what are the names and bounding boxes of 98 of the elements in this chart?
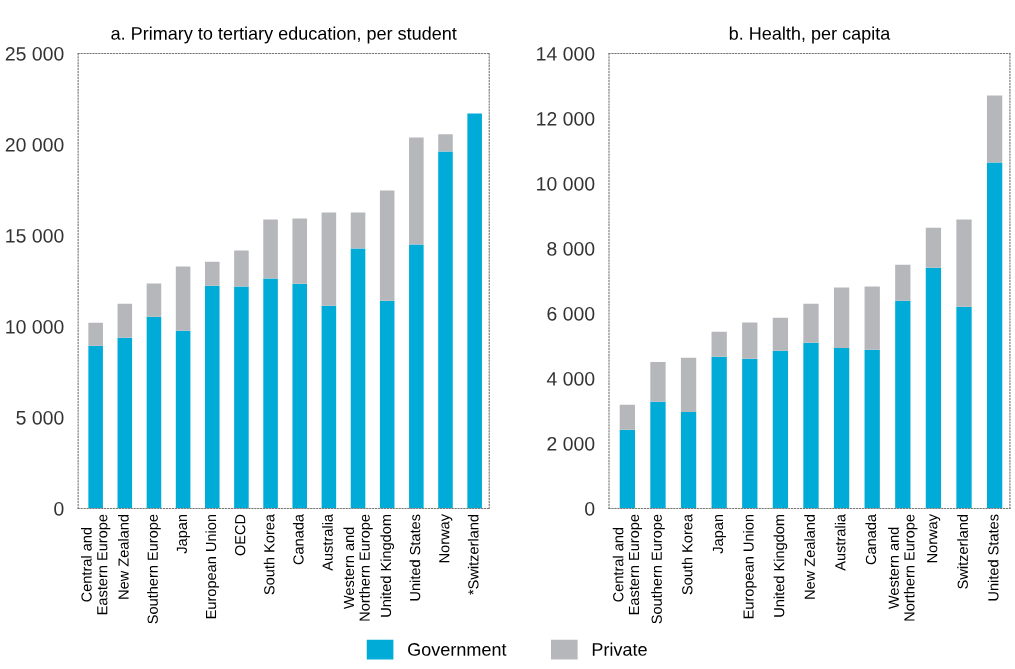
- x-tick-label: Canada: [292, 513, 304, 565]
- bar: [263, 219, 278, 279]
- x-tick-label: South Korea: [681, 513, 693, 595]
- bar: [117, 337, 133, 509]
- bar: [772, 317, 789, 351]
- x-tick-label: United Kingdom: [773, 514, 788, 617]
- bar: [292, 283, 308, 509]
- bar: [742, 358, 758, 509]
- bar: [772, 350, 789, 509]
- bar: [680, 357, 697, 412]
- bar: [711, 331, 727, 357]
- bar: [88, 322, 103, 346]
- bar: [650, 361, 666, 402]
- y-tick-label: 6 000: [547, 306, 595, 321]
- x-tick-label: United States: [987, 514, 999, 601]
- y-tick-label: 10 000: [537, 176, 595, 191]
- bar: [263, 278, 278, 509]
- y-tick-label: 0: [54, 501, 64, 516]
- bar: [619, 429, 636, 509]
- bar: [379, 300, 395, 509]
- bar: [321, 212, 337, 306]
- bar: [146, 283, 162, 317]
- bar: [833, 287, 850, 348]
- bar: [321, 305, 337, 509]
- x-tick-label: Southern Europe: [651, 514, 665, 624]
- x-tick-label: New Zealand: [118, 514, 129, 599]
- x-tick-label: Western and Northern Europe: [343, 514, 373, 621]
- x-tick-label: United Kingdom: [380, 514, 394, 617]
- legend-label: Private: [592, 642, 647, 656]
- x-tick-label: *Switzerland: [467, 514, 479, 595]
- legend-label: Government: [408, 643, 507, 656]
- bar: [925, 267, 942, 509]
- bar: [986, 162, 1003, 509]
- bar: [680, 411, 697, 509]
- bar: [234, 250, 249, 287]
- x-tick-label: European Union: [742, 514, 757, 619]
- bar: [711, 356, 727, 509]
- bar: [88, 345, 103, 509]
- bar: [175, 266, 191, 331]
- x-tick-label: Southern Europe: [147, 514, 161, 624]
- y-tick-label: 4 000: [546, 371, 595, 386]
- x-tick-label: Canada: [865, 513, 877, 565]
- bar: [438, 134, 453, 152]
- y-tick-label: 20 000: [5, 137, 64, 152]
- bar: [350, 212, 366, 249]
- bar: [204, 261, 220, 286]
- bar: [864, 349, 880, 509]
- bar: [379, 190, 395, 301]
- bar: [292, 218, 308, 284]
- x-tick-label: New Zealand: [804, 514, 815, 599]
- x-tick-label: Norway: [927, 514, 941, 563]
- bar: [956, 306, 972, 509]
- x-tick-label: European Union: [205, 514, 220, 619]
- x-tick-label: Norway: [439, 514, 453, 563]
- bar: [467, 113, 482, 509]
- bar: [146, 316, 162, 509]
- x-tick-label: South Korea: [263, 513, 275, 595]
- x-tick-label: Japan: [712, 514, 726, 554]
- x-tick-label: Japan: [176, 514, 190, 554]
- bar: [117, 303, 133, 338]
- bar: [864, 286, 880, 350]
- bar: [833, 347, 850, 509]
- y-tick-label: 25 000: [5, 46, 64, 61]
- bar: [234, 286, 249, 509]
- bar: [925, 227, 942, 268]
- chart-title: b. Health, per capita: [729, 26, 891, 44]
- bar: [956, 219, 972, 307]
- y-tick-label: 5 000: [16, 410, 64, 425]
- bar: [409, 244, 424, 509]
- x-tick-label: Central and Eastern Europe: [81, 514, 111, 615]
- bar: [803, 303, 819, 343]
- bar: [895, 264, 911, 301]
- bar: [350, 248, 366, 509]
- y-tick-label: 8 000: [547, 241, 595, 256]
- bar: [409, 137, 424, 245]
- bar: [175, 330, 191, 509]
- y-tick-label: 2 000: [547, 436, 595, 451]
- y-tick-label: 12 000: [537, 111, 595, 126]
- y-tick-label: 10 000: [6, 319, 64, 334]
- bar: [895, 300, 911, 509]
- y-tick-label: 14 000: [537, 46, 595, 61]
- x-tick-label: Central and Eastern Europe: [612, 514, 643, 615]
- x-tick-label: Australia: [834, 513, 846, 571]
- bar: [986, 95, 1003, 163]
- bar: [438, 151, 453, 509]
- x-tick-label: OECD: [235, 514, 246, 556]
- x-tick-label: Australia: [322, 513, 333, 571]
- bar: [619, 404, 636, 430]
- bar: [204, 285, 220, 509]
- chart-title: a. Primary to tertiary education, per student: [111, 26, 457, 44]
- y-tick-label: 15 000: [6, 228, 64, 243]
- x-tick-label: Switzerland: [957, 514, 968, 589]
- x-tick-label: United States: [409, 514, 421, 601]
- y-tick-label: 0: [585, 501, 595, 516]
- bar: [650, 401, 666, 509]
- bar: [803, 342, 819, 509]
- bar: [742, 322, 758, 359]
- x-tick-label: Western and Northern Europe: [888, 514, 918, 621]
